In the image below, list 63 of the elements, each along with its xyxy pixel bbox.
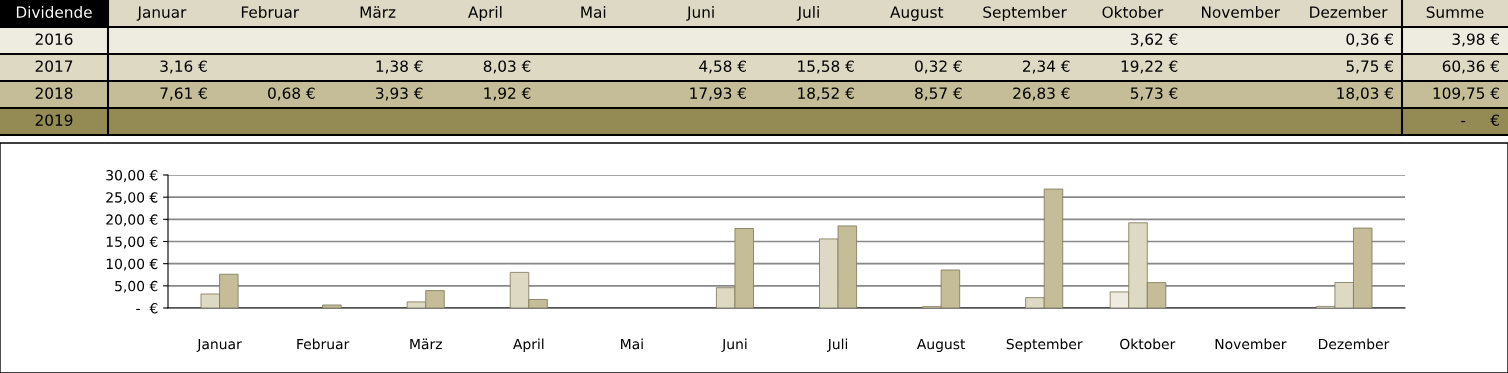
- y-tick-label: 5,00 €: [115, 280, 158, 293]
- text: 3,98 €: [1452, 33, 1499, 47]
- category-label: Januar: [136, 6, 187, 21]
- y-tick-label: 15,00 €: [106, 236, 158, 249]
- text: 2019: [35, 114, 73, 126]
- data-label: 1,38 €: [376, 60, 423, 74]
- x-tick-label: April: [513, 338, 544, 352]
- data-label: 17,93 €: [690, 87, 746, 101]
- category-label: September: [983, 6, 1067, 21]
- data-label: 3,16 €: [160, 60, 207, 74]
- category-label: Dezember: [1310, 6, 1388, 18]
- data-label: 5,75 €: [1346, 60, 1393, 74]
- y-tick-label: - €: [136, 302, 158, 314]
- category-label: Juli: [796, 6, 819, 21]
- x-tick-label: Juni: [721, 338, 747, 352]
- y-tick-label: 30,00 €: [106, 169, 158, 182]
- data-label: 8,03 €: [483, 60, 531, 74]
- x-tick-label: August: [916, 338, 966, 352]
- x-tick-label: November: [1215, 338, 1287, 350]
- text: Summe: [1426, 6, 1484, 18]
- data-label: 3,93 €: [376, 87, 423, 101]
- data-label: 18,52 €: [798, 87, 854, 101]
- data-label: 26,83 €: [1013, 87, 1070, 101]
- x-tick-label: Oktober: [1120, 338, 1176, 350]
- data-label: 3,62 €: [1130, 33, 1178, 47]
- category-label: März: [360, 6, 396, 18]
- y-tick-label: 25,00 €: [106, 192, 158, 205]
- category-label: Mai: [581, 6, 606, 18]
- data-label: 19,22 €: [1121, 60, 1178, 74]
- data-label: 7,61 €: [160, 87, 207, 101]
- text: - €: [1461, 114, 1499, 126]
- category-label: November: [1202, 6, 1280, 18]
- data-label: 15,58 €: [798, 60, 854, 74]
- data-label: 1,92 €: [484, 87, 531, 101]
- category-label: Februar: [241, 6, 300, 18]
- legend-title: Dividende: [16, 6, 92, 18]
- x-tick-label: Mai: [621, 338, 643, 350]
- text: 109,75 €: [1433, 87, 1499, 101]
- x-tick-label: Juli: [827, 338, 848, 352]
- x-tick-label: Dezember: [1318, 338, 1390, 350]
- data-label: 4,58 €: [699, 60, 746, 74]
- data-label: 5,73 €: [1130, 87, 1178, 101]
- y-tick-label: 10,00 €: [106, 258, 158, 271]
- category-label: Oktober: [1102, 6, 1164, 18]
- x-tick-label: September: [1006, 338, 1083, 352]
- text: 2018: [35, 87, 73, 99]
- data-label: 0,36 €: [1346, 33, 1393, 47]
- text: 2017: [35, 60, 73, 72]
- y-tick-label: 20,00 €: [106, 214, 158, 227]
- text: 2016: [35, 33, 73, 45]
- category-label: April: [468, 6, 502, 21]
- text: 60,36 €: [1442, 60, 1499, 74]
- data-label: 0,32 €: [915, 60, 962, 74]
- data-label: 2,34 €: [1023, 60, 1070, 74]
- category-label: August: [890, 6, 944, 21]
- x-tick-label: März: [410, 338, 442, 350]
- data-label: 0,68 €: [268, 87, 315, 101]
- bar: [322, 304, 342, 308]
- data-label: 18,03 €: [1337, 87, 1393, 101]
- category-label: Juni: [686, 6, 714, 21]
- data-label: 8,57 €: [915, 87, 962, 101]
- x-tick-label: Februar: [297, 338, 350, 350]
- x-tick-label: Januar: [196, 338, 242, 352]
